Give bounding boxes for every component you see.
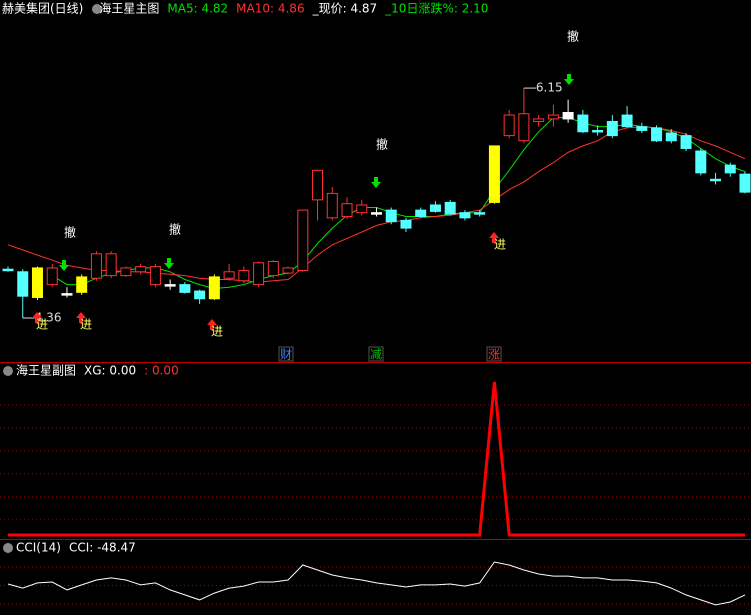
header-text: 海王星副图 bbox=[16, 363, 76, 378]
candle-body bbox=[105, 253, 117, 277]
header-text: : 0.00 bbox=[144, 364, 179, 378]
signal-label: 进 bbox=[36, 318, 48, 332]
high-label: 6.15 bbox=[536, 81, 563, 95]
event-label: 财 bbox=[280, 348, 292, 362]
menu-icon[interactable] bbox=[3, 543, 13, 553]
header-text: CCI(14) bbox=[16, 541, 61, 555]
signal-label: 撤 bbox=[567, 29, 579, 44]
candle-body bbox=[651, 127, 663, 142]
buy-arrow bbox=[76, 312, 86, 323]
candle-body bbox=[547, 114, 559, 120]
candle-body bbox=[135, 266, 147, 273]
candle-body bbox=[562, 111, 574, 120]
candle-body bbox=[385, 209, 397, 223]
signal-label: 撤 bbox=[64, 225, 76, 240]
candle-body bbox=[400, 219, 412, 229]
candle-body bbox=[415, 209, 427, 218]
candle-body bbox=[282, 267, 294, 274]
signal-label: 进 bbox=[211, 325, 223, 339]
candle-body bbox=[636, 126, 648, 131]
event-box bbox=[368, 346, 384, 362]
menu-icon[interactable] bbox=[3, 366, 13, 376]
event-label: 涨 bbox=[488, 347, 500, 362]
candle-body bbox=[710, 178, 722, 182]
candle-body bbox=[312, 169, 324, 201]
signal-label: 进 bbox=[80, 318, 92, 332]
signal-label: 撤 bbox=[376, 137, 388, 152]
signal-label: 撤 bbox=[169, 222, 181, 237]
sell-arrow bbox=[564, 74, 574, 85]
candle-body bbox=[238, 269, 250, 282]
candle-body bbox=[621, 114, 633, 128]
candle-body bbox=[518, 113, 530, 142]
candle-body bbox=[326, 192, 338, 219]
candle-body bbox=[592, 129, 604, 133]
header-text: 海王星主图 bbox=[99, 1, 159, 16]
signal-label: 进 bbox=[494, 238, 506, 252]
candle-body bbox=[533, 118, 545, 122]
menu-icon[interactable] bbox=[92, 4, 102, 14]
header-text: CCI: -48.47 bbox=[69, 541, 136, 555]
candle-body bbox=[31, 267, 43, 298]
candle-body bbox=[695, 150, 707, 174]
series-line bbox=[8, 381, 745, 537]
header-text: _现价: 4.87 bbox=[312, 2, 378, 16]
header-text: MA10: 4.86 bbox=[236, 2, 304, 16]
header-text: 赫美集团(日线) bbox=[2, 1, 83, 16]
candle-body bbox=[179, 284, 191, 293]
candle-body bbox=[429, 204, 441, 212]
candle-body bbox=[488, 145, 500, 203]
event-label: 减 bbox=[370, 348, 382, 362]
candle-body bbox=[76, 276, 88, 293]
candle-body bbox=[724, 164, 736, 174]
header-text: MA5: 4.82 bbox=[167, 2, 228, 16]
event-box bbox=[278, 346, 294, 362]
buy-arrow bbox=[32, 312, 42, 323]
candle-body bbox=[149, 266, 161, 286]
buy-arrow bbox=[489, 232, 499, 243]
series-line bbox=[51, 117, 746, 290]
candle-body bbox=[341, 203, 353, 218]
candle-body bbox=[46, 267, 58, 286]
candle-body bbox=[90, 253, 102, 279]
candle-body bbox=[577, 114, 589, 133]
candle-body bbox=[223, 271, 235, 279]
candle-body bbox=[17, 271, 29, 297]
candle-body bbox=[503, 114, 515, 137]
series-line bbox=[7, 561, 746, 606]
candle-body bbox=[120, 267, 132, 277]
candle-body bbox=[680, 135, 692, 149]
sell-arrow bbox=[59, 260, 69, 271]
candle-body bbox=[356, 204, 368, 214]
candle-body bbox=[297, 209, 309, 271]
candle-body bbox=[208, 276, 220, 300]
candle-body bbox=[606, 120, 618, 137]
header-text: _10日涨跌%: 2.10 bbox=[384, 1, 488, 16]
candle-body bbox=[459, 212, 471, 219]
sell-arrow bbox=[371, 177, 381, 188]
candle-body bbox=[267, 261, 279, 277]
event-box bbox=[486, 346, 502, 362]
candle-body bbox=[194, 290, 206, 300]
candle-body bbox=[164, 284, 176, 287]
candle-body bbox=[2, 268, 14, 272]
candle-body bbox=[665, 132, 677, 142]
candle-body bbox=[253, 262, 265, 286]
buy-arrow bbox=[207, 319, 217, 330]
sell-arrow bbox=[164, 258, 174, 269]
candle-body bbox=[474, 212, 486, 215]
header-text: XG: 0.00 bbox=[84, 364, 136, 378]
low-label: 4.36 bbox=[35, 311, 62, 325]
candle-body bbox=[61, 293, 73, 296]
candle-body bbox=[371, 212, 382, 215]
candle-body bbox=[444, 201, 456, 215]
candle-body bbox=[739, 173, 751, 193]
